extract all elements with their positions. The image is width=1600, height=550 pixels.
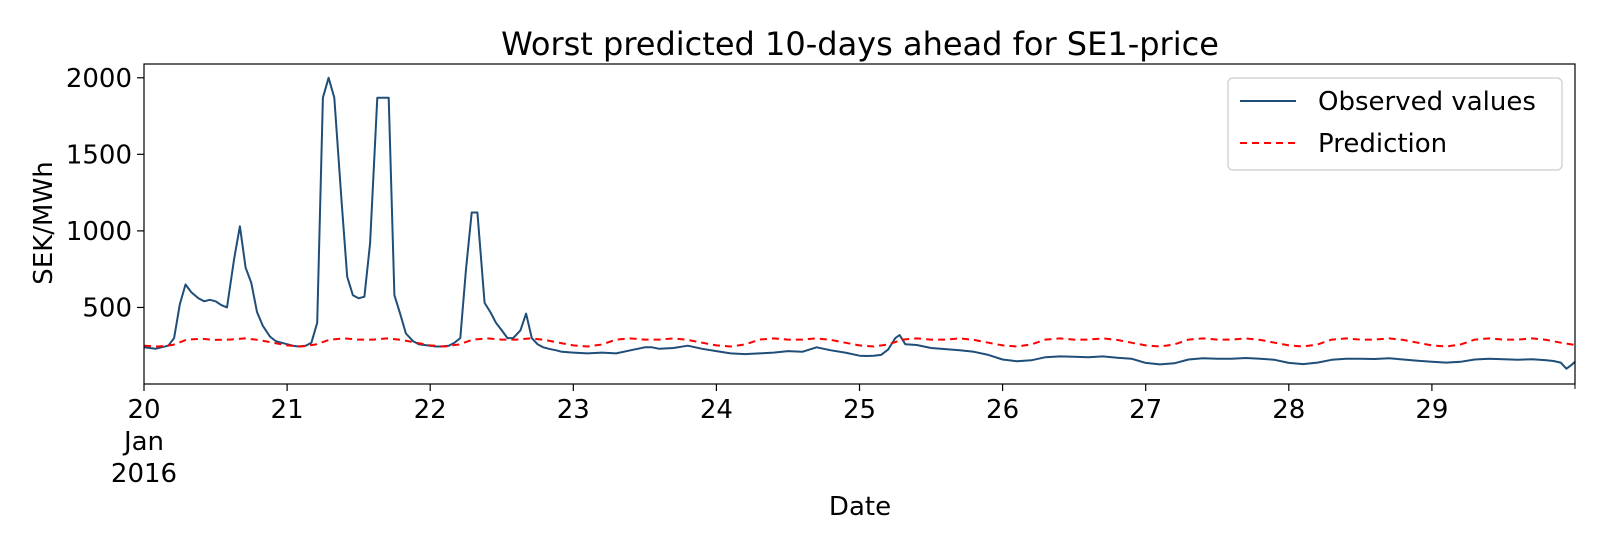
x-tick-label: 27 [1129, 395, 1162, 425]
x-tick-label: 21 [271, 395, 304, 425]
x-tick-label: 20 Jan 2016 [111, 395, 177, 489]
y-axis-ticks: 500 1000 1500 2000 [66, 64, 144, 323]
x-axis-ticks: 20 Jan 2016 21 22 23 24 25 26 27 28 29 [111, 384, 1576, 489]
legend-prediction-label: Prediction [1318, 129, 1447, 159]
y-axis-label: SEK/MWh [29, 161, 59, 284]
chart-title: Worst predicted 10-days ahead for SE1-pr… [501, 25, 1219, 63]
x-tick-label: 23 [557, 395, 590, 425]
x-axis-label: Date [829, 492, 891, 522]
x-tick-label: 22 [414, 395, 447, 425]
series-line-prediction [143, 337, 1576, 348]
y-tick-label: 500 [82, 293, 132, 323]
x-tick-label: 29 [1415, 395, 1448, 425]
x-tick-label: 26 [986, 395, 1019, 425]
legend: Observed values Prediction [1227, 77, 1563, 171]
x-tick-label: 24 [700, 395, 733, 425]
y-tick-label: 1500 [66, 140, 132, 170]
y-tick-label: 1000 [66, 217, 132, 247]
x-tick-label: 25 [843, 395, 876, 425]
legend-observed-label: Observed values [1318, 87, 1536, 117]
plot-area [143, 76, 1576, 370]
plot-frame [143, 63, 1576, 385]
y-tick-label: 2000 [66, 64, 132, 94]
legend-box [1227, 77, 1563, 171]
x-tick-label: 28 [1272, 395, 1305, 425]
